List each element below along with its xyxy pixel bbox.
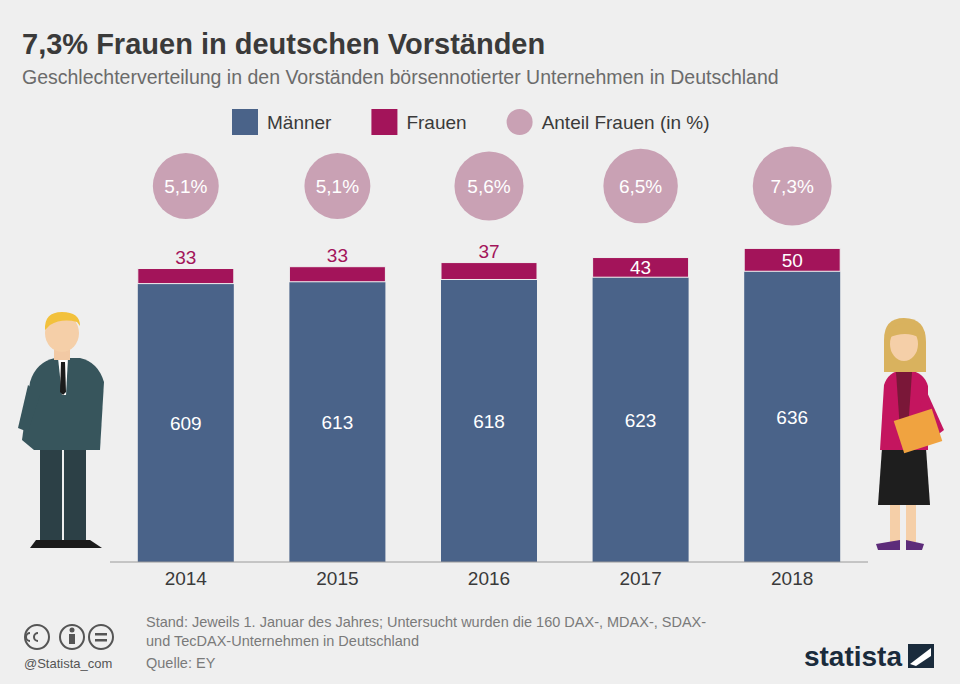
bar-segment — [138, 269, 234, 284]
license-glyph — [70, 628, 75, 633]
license-icons — [25, 625, 113, 649]
legend: Männer Frauen Anteil Frauen (in %) — [232, 109, 710, 135]
legend-swatch — [232, 109, 258, 135]
brand-icon — [908, 644, 934, 668]
x-tick-label: 2016 — [468, 568, 510, 589]
bubble-label: 5,6% — [467, 176, 510, 197]
woman-hair — [884, 318, 926, 372]
man-shoe — [30, 540, 64, 548]
brand-logo: statista — [804, 641, 934, 672]
woman-shoe — [876, 540, 900, 550]
x-tick-label: 2015 — [316, 568, 358, 589]
data-label: 43 — [630, 257, 651, 278]
license-icon — [60, 625, 84, 649]
brand: statista — [804, 641, 902, 672]
source: Quelle: EY — [146, 655, 216, 671]
bar-segment — [441, 279, 537, 562]
woman-leg — [890, 500, 900, 542]
license-glyph — [69, 634, 75, 644]
bar-segment — [289, 267, 385, 282]
license-glyph — [95, 639, 107, 642]
data-label: 50 — [782, 250, 803, 271]
man-figure — [18, 312, 104, 548]
legend-swatch — [507, 109, 533, 135]
data-label: 609 — [170, 413, 202, 434]
x-tick-label: 2017 — [619, 568, 661, 589]
share-bubble — [304, 153, 370, 219]
share-bubble — [753, 147, 832, 226]
note: Stand: Jeweils 1. Januar des Jahres; Unt… — [146, 614, 706, 630]
data-label: 618 — [473, 411, 505, 432]
note: und TecDAX-Unternehmen in Deutschland — [146, 633, 419, 649]
bar-segment — [289, 282, 385, 562]
woman-figure — [876, 318, 944, 550]
bar-segment — [744, 248, 840, 271]
data-label: 33 — [175, 247, 196, 268]
legend-label: Anteil Frauen (in %) — [542, 112, 710, 133]
share-bubble — [603, 149, 677, 223]
credit: @Statista_com — [24, 656, 112, 671]
subtitle: Geschlechterverteilung in den Vorständen… — [22, 66, 779, 88]
license-icon — [25, 625, 49, 649]
title: 7,3% Frauen in deutschen Vorständen — [22, 28, 545, 60]
man-shoe — [64, 540, 102, 548]
bar-segment — [744, 271, 840, 562]
data-label: 33 — [327, 245, 348, 266]
background — [0, 0, 960, 684]
man-shirt — [58, 358, 68, 395]
legend-label: Männer — [267, 112, 332, 133]
bubble-label: 6,5% — [619, 176, 662, 197]
data-label: 37 — [478, 241, 499, 262]
bar-segment — [593, 277, 689, 562]
share-bubble — [153, 153, 219, 219]
data-label: 623 — [625, 410, 657, 431]
man-leg — [64, 440, 86, 540]
legend-swatch — [371, 109, 397, 135]
chart: 7,3% Frauen in deutschen Vorständen Gesch… — [0, 0, 960, 684]
woman-fringe — [888, 324, 920, 338]
x-tick-label: 2014 — [165, 568, 208, 589]
man-tie — [60, 362, 66, 395]
woman-skirt — [878, 448, 930, 505]
license-glyph — [26, 633, 38, 641]
data-labels: 609 33 613 33 618 37 623 43 636 50 — [170, 241, 808, 434]
woman-folder — [894, 409, 943, 454]
bubble-label: 5,1% — [164, 176, 207, 197]
bar-segment — [441, 263, 537, 280]
data-label: 636 — [776, 407, 808, 428]
woman-shoe — [906, 540, 924, 550]
man-hair — [45, 312, 80, 330]
data-label: 613 — [322, 412, 354, 433]
bubble-label: 7,3% — [771, 176, 814, 197]
license-icon — [89, 625, 113, 649]
woman-leg — [906, 500, 916, 542]
share-bubble — [454, 151, 523, 220]
bar-segment — [138, 284, 234, 562]
x-tick-label: 2018 — [771, 568, 813, 589]
man-arm — [18, 385, 40, 432]
man-leg — [40, 440, 62, 540]
license-glyph — [95, 633, 107, 636]
bubble-label: 5,1% — [316, 176, 359, 197]
bars — [138, 248, 840, 562]
brand-icon-glyph — [910, 648, 931, 666]
legend-label: Frauen — [406, 112, 466, 133]
x-axis — [110, 562, 868, 563]
